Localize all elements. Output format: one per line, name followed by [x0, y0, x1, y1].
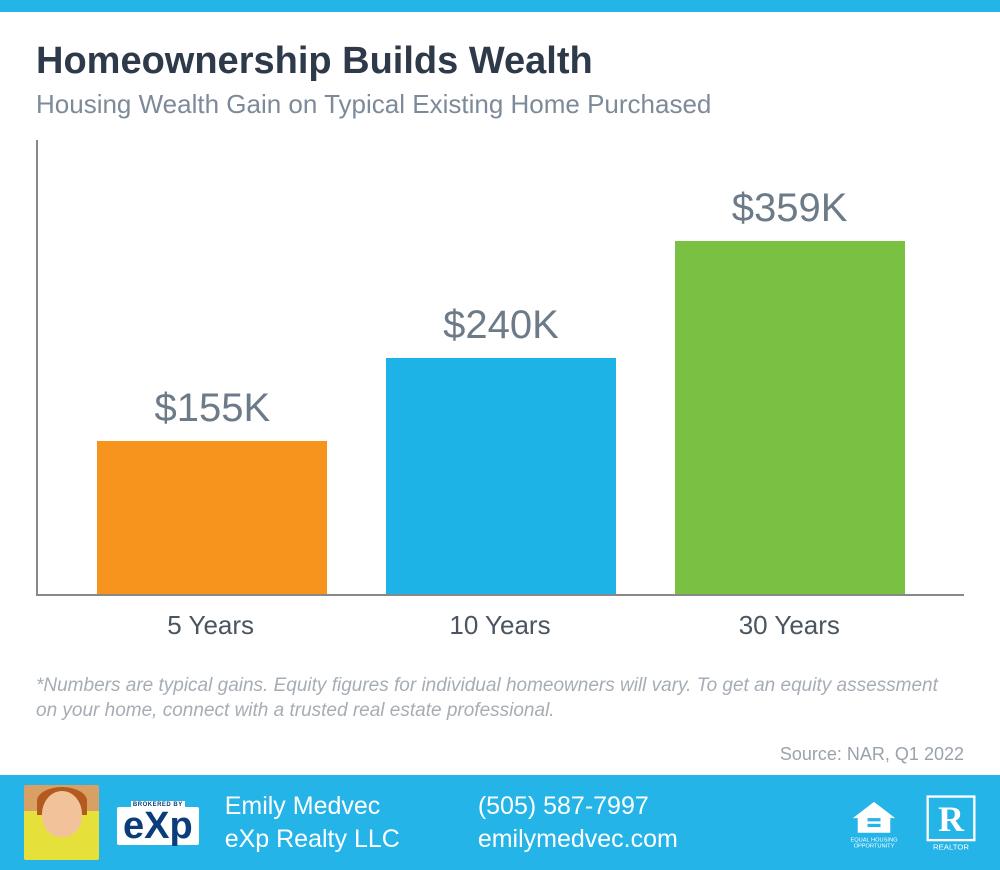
svg-text:REALTOR: REALTOR	[933, 842, 969, 851]
disclaimer-text: *Numbers are typical gains. Equity figur…	[36, 673, 964, 724]
top-accent-bar	[0, 0, 1000, 12]
bar	[675, 241, 905, 594]
svg-text:R: R	[938, 798, 965, 838]
x-axis-label: 30 Years	[674, 610, 904, 641]
bar-chart: $155K $240K $359K 5 Years 10 Years 30 Years	[36, 140, 964, 641]
bar-group: $359K	[675, 186, 905, 594]
agent-name: Emily Medvec	[225, 790, 400, 823]
exp-logo-text: eXp	[117, 807, 199, 845]
agent-website: emilymedvec.com	[478, 823, 678, 856]
main-content: Homeownership Builds Wealth Housing Weal…	[0, 12, 1000, 775]
page-subtitle: Housing Wealth Gain on Typical Existing …	[36, 89, 964, 120]
bar	[97, 441, 327, 593]
chart-x-axis: 5 Years 10 Years 30 Years	[36, 596, 964, 641]
bar-value-label: $155K	[154, 386, 270, 431]
agent-photo	[24, 785, 99, 860]
svg-text:OPPORTUNITY: OPPORTUNITY	[854, 843, 895, 849]
bar	[386, 358, 616, 594]
x-axis-label: 5 Years	[96, 610, 326, 641]
bar-value-label: $359K	[732, 186, 848, 231]
equal-housing-icon: EQUAL HOUSING OPPORTUNITY	[848, 797, 900, 849]
bar-group: $155K	[97, 386, 327, 593]
source-text: Source: NAR, Q1 2022	[36, 744, 964, 765]
bar-value-label: $240K	[443, 303, 559, 348]
agent-company: eXp Realty LLC	[225, 823, 400, 856]
page-title: Homeownership Builds Wealth	[36, 40, 964, 83]
chart-plot-area: $155K $240K $359K	[36, 140, 964, 596]
agent-contact: (505) 587-7997 emilymedvec.com	[478, 790, 678, 855]
bar-group: $240K	[386, 303, 616, 594]
x-axis-label: 10 Years	[385, 610, 615, 641]
agent-info: Emily Medvec eXp Realty LLC	[225, 790, 400, 855]
agent-phone: (505) 587-7997	[478, 790, 678, 823]
exp-logo: BROKERED BY eXp	[117, 801, 199, 845]
footer: BROKERED BY eXp Emily Medvec eXp Realty …	[0, 775, 1000, 870]
footer-icons: EQUAL HOUSING OPPORTUNITY R REALTOR	[848, 795, 976, 851]
realtor-icon: R REALTOR	[926, 795, 976, 851]
